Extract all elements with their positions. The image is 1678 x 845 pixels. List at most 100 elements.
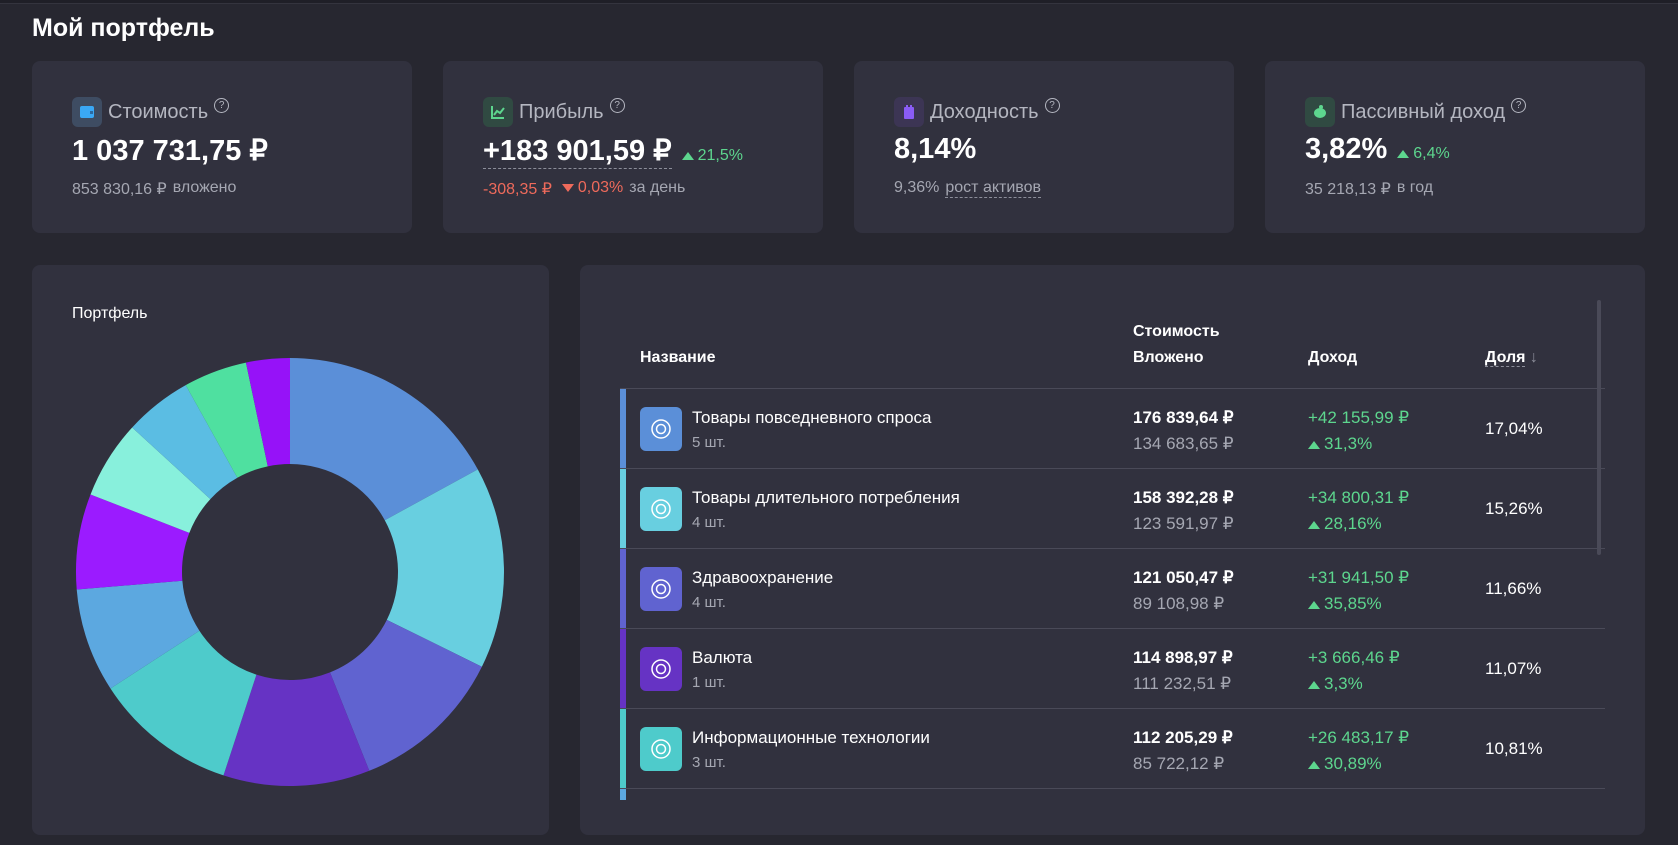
row-share: 15,26% [1485,499,1543,518]
donut-slice[interactable] [290,358,478,521]
sector-icon [640,487,682,531]
donut-slice[interactable] [110,630,257,776]
asset-growth-value: 9,36% [894,179,940,196]
row-income-pct: 30,89% [1324,754,1382,773]
header-invested[interactable]: Вложено [1133,349,1204,366]
profit-change: 21,5% [697,147,743,164]
calendar-icon [894,97,924,127]
card-value: Стоимость? 1 037 731,75 ₽ 853 830,16 ₽ вл… [32,61,412,233]
sort-down-icon: ↓ [1529,349,1538,366]
piggy-bank-icon [1305,97,1335,127]
arrow-up-icon [681,152,694,160]
donut-slice[interactable] [185,362,268,478]
row-divider [620,788,1605,800]
day-label: за день [629,179,686,196]
row-income-pct: 35,85% [1324,594,1382,613]
card-label: Стоимость [108,100,209,123]
donut-slice[interactable] [330,619,482,771]
table-panel [580,265,1645,835]
asset-growth-label[interactable]: рост активов [945,179,1042,198]
card-label: Прибыль [519,100,604,123]
row-count: 4 шт. [692,594,726,611]
help-icon[interactable]: ? [1511,97,1527,113]
arrow-up-icon [1397,150,1410,158]
header-income[interactable]: Доход [1308,349,1358,366]
top-border [0,0,1678,4]
row-share: 11,66% [1485,579,1542,598]
wallet-icon [72,97,102,127]
row-share: 11,07% [1485,659,1542,678]
card-passive-income: Пассивный доход? 3,82% 6,4% 35 218,13 ₽ в … [1265,61,1645,233]
invested-label: вложено [172,179,237,196]
row-income: +31 941,50 ₽ [1308,568,1410,587]
row-count: 5 шт. [692,434,726,451]
row-share: 10,81% [1485,739,1543,758]
donut-slice[interactable] [76,580,200,689]
row-income: +26 483,17 ₽ [1308,728,1410,747]
row-color-bar [620,709,626,788]
row-invested: 85 722,12 ₽ [1133,754,1225,773]
yearly-label: в год [1396,179,1434,196]
row-color-bar [620,389,626,468]
card-value[interactable]: +183 901,59 ₽ [483,135,672,169]
table-row[interactable]: Здравоохранение 4 шт. 121 050,47 ₽ 89 10… [620,548,1605,628]
row-income-pct: 31,3% [1324,434,1373,453]
scrollbar[interactable] [1597,300,1601,555]
table-row[interactable]: Товары повседневного спроса 5 шт. 176 83… [620,388,1605,468]
arrow-down-icon [561,184,574,192]
row-name[interactable]: Валюта [692,648,753,667]
donut-chart [76,358,504,786]
row-income-pct: 28,16% [1324,514,1382,533]
donut-slice[interactable] [384,469,504,667]
row-value: 114 898,97 ₽ [1133,648,1233,667]
help-icon[interactable]: ? [609,97,625,113]
page-title: Мой портфель [32,14,215,42]
sector-icon [640,567,682,611]
arrow-up-icon [1308,601,1320,609]
donut-slice[interactable] [223,672,370,786]
help-icon[interactable]: ? [214,97,230,113]
header-share[interactable]: Доля ↓ [1485,349,1538,367]
row-count: 3 шт. [692,754,726,771]
row-name[interactable]: Товары повседневного спроса [692,408,932,427]
table-row[interactable]: Товары длительного потребления 4 шт. 158… [620,468,1605,548]
row-invested: 89 108,98 ₽ [1133,594,1225,613]
table-row[interactable]: Валюта 1 шт. 114 898,97 ₽ 111 232,51 ₽ +… [620,628,1605,708]
sector-icon [640,727,682,771]
header-value[interactable]: Стоимость [1133,323,1220,340]
donut-slice[interactable] [76,494,190,590]
row-name[interactable]: Информационные технологии [692,728,930,747]
row-share: 17,04% [1485,419,1543,438]
card-yield: Доходность? 8,14% 9,36% рост активов [854,61,1234,233]
row-count: 1 шт. [692,674,726,691]
row-invested: 111 232,51 ₽ [1133,674,1232,693]
row-value: 112 205,29 ₽ [1133,728,1233,747]
row-color-bar [620,549,626,628]
row-name[interactable]: Здравоохранение [692,568,834,587]
table-row[interactable]: Информационные технологии 3 шт. 112 205,… [620,708,1605,788]
row-name[interactable]: Товары длительного потребления [692,488,960,507]
arrow-up-icon [1308,761,1320,769]
row-invested: 123 591,97 ₽ [1133,514,1234,533]
donut-slice[interactable] [245,358,290,467]
row-color-bar [620,469,626,548]
arrow-up-icon [1308,441,1320,449]
donut-slice[interactable] [90,427,211,533]
day-value: -308,35 ₽ [483,181,552,198]
sector-icon [640,407,682,451]
card-label: Доходность [930,100,1039,123]
donut-slice[interactable] [132,385,238,500]
arrow-up-icon [1308,521,1320,529]
row-income: +3 666,46 ₽ [1308,648,1400,667]
card-value: 8,14% [894,133,977,165]
help-icon[interactable]: ? [1044,97,1060,113]
row-value: 121 050,47 ₽ [1133,568,1234,587]
row-value: 158 392,28 ₽ [1133,488,1234,507]
yearly-income: 35 218,13 ₽ [1305,181,1391,198]
sector-icon [640,647,682,691]
chart-title: Портфель [72,305,148,322]
arrow-up-icon [1308,681,1320,689]
chart-panel: Портфель [32,265,549,835]
header-name[interactable]: Название [640,349,716,366]
card-value: 3,82% [1305,133,1388,165]
